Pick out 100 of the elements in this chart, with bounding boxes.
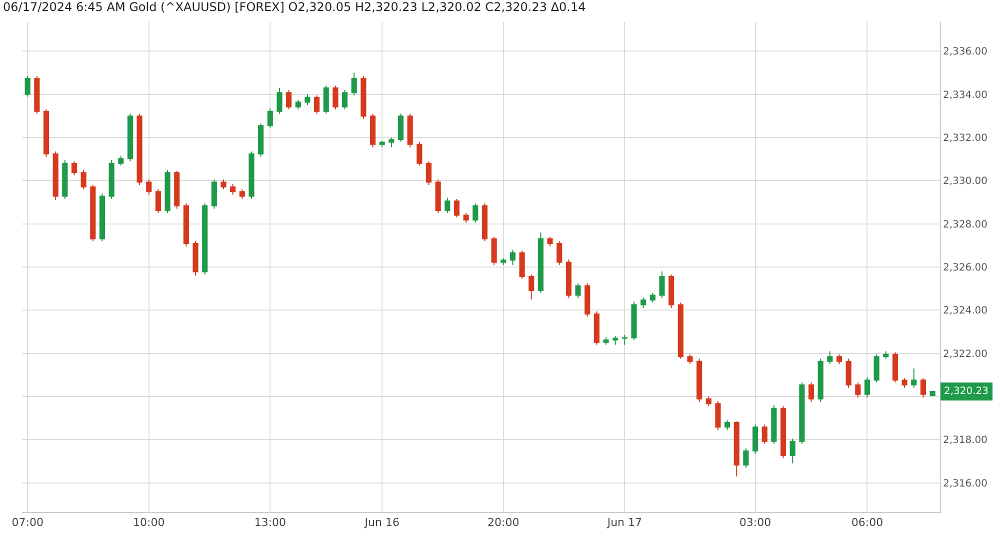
candlestick	[780, 406, 786, 459]
x-tick-label: 20:00	[488, 516, 520, 530]
candlestick	[500, 258, 506, 266]
candlestick	[510, 249, 516, 266]
candlestick	[258, 122, 264, 158]
candlestick	[220, 179, 226, 190]
candlestick	[248, 151, 254, 200]
candlestick	[52, 151, 58, 201]
candlestick	[267, 108, 273, 128]
candlestick	[444, 197, 450, 214]
candlestick	[230, 183, 236, 196]
candlestick	[846, 358, 852, 388]
y-tick-label: 2,322.00	[943, 348, 988, 360]
candlestick	[90, 184, 96, 242]
candlestick	[538, 232, 544, 294]
candlestick	[24, 75, 30, 97]
x-tick-label: Jun 17	[606, 516, 642, 530]
candlestick	[463, 212, 469, 224]
candlestick	[668, 274, 674, 309]
candlestick	[883, 350, 889, 360]
candlestick	[174, 170, 180, 210]
candlestick	[127, 113, 134, 162]
candlestick	[146, 179, 152, 196]
candlestick	[370, 113, 376, 148]
x-tick-label: 07:00	[12, 516, 44, 530]
chart-title: 06/17/2024 6:45 AM Gold (^XAUUSD) [FOREX] O2,320.05 H2,320.23 L2,320.02 C2,320.23 Δ0.14	[3, 0, 586, 14]
candlestick	[62, 160, 68, 200]
candlestick	[584, 282, 590, 318]
y-tick-label: 2,326.00	[943, 262, 988, 274]
candlestick	[920, 378, 926, 398]
candlestick	[696, 358, 702, 402]
candlestick	[631, 301, 637, 341]
candlestick	[323, 85, 329, 114]
x-tick-label: 13:00	[254, 516, 286, 530]
candlestick	[827, 350, 833, 365]
candlestick	[715, 400, 721, 430]
candlestick	[762, 424, 768, 444]
candlestick	[743, 448, 749, 468]
y-tick-label: 2,324.00	[943, 306, 988, 317]
x-tick-label: 03:00	[739, 516, 772, 530]
candlestick	[164, 169, 170, 214]
y-tick-label: 2,328.00	[943, 219, 988, 230]
candlestick	[426, 160, 432, 186]
candlestick	[556, 240, 562, 266]
candlestick	[911, 368, 917, 388]
x-tick-label: Jun 16	[364, 516, 400, 530]
candlestick	[659, 270, 665, 299]
candlestick	[799, 382, 805, 444]
candlestick	[566, 258, 572, 299]
candlestick	[80, 169, 86, 190]
candlestick	[454, 198, 460, 218]
candlestick	[43, 108, 50, 158]
y-tick-label: 2,336.00	[943, 46, 988, 58]
candlestick	[351, 72, 357, 96]
candlestick	[407, 113, 413, 148]
candlestick	[874, 354, 880, 383]
candlestick	[192, 240, 198, 276]
candlestick	[332, 85, 338, 110]
candlestick	[342, 90, 348, 110]
y-tick-label: 2,330.00	[943, 176, 988, 188]
candlestick	[724, 420, 730, 430]
candlestick	[435, 179, 441, 214]
candlestick	[360, 75, 366, 120]
candlestick	[640, 296, 646, 309]
candlestick	[136, 113, 142, 186]
candlestick	[603, 336, 609, 346]
candlestick	[286, 90, 292, 110]
candlestick	[211, 179, 217, 210]
y-tick-label: 2,334.00	[943, 90, 988, 101]
candlestick	[612, 336, 618, 346]
candlestick	[183, 202, 189, 247]
x-tick-label: 10:00	[133, 516, 165, 530]
candlestick	[34, 75, 40, 114]
candlestick	[575, 282, 581, 299]
candlestick	[687, 354, 693, 365]
text: 2,320.23	[944, 386, 989, 397]
y-tick-label: 2,332.00	[943, 132, 988, 144]
candlestick	[379, 140, 385, 148]
candlestick	[855, 382, 861, 398]
candlestick	[547, 236, 553, 247]
y-tick-label: 2,316.00	[943, 478, 988, 490]
x-tick-label: 06:00	[851, 516, 884, 530]
candlestick	[108, 160, 114, 200]
candlestick	[99, 193, 106, 242]
candlestick	[706, 396, 712, 407]
candlestick	[239, 188, 245, 200]
candlestick	[71, 160, 78, 176]
candlestick	[519, 250, 525, 280]
candlestick	[836, 354, 842, 365]
candlestick	[155, 188, 161, 214]
candlestick	[276, 87, 282, 114]
candlestick	[594, 310, 600, 346]
candlestick	[734, 420, 740, 477]
candlestick	[892, 352, 898, 383]
candlestick	[388, 136, 394, 148]
candlestick	[295, 99, 301, 110]
candlestick	[314, 94, 320, 114]
y-tick-label: 2,318.00	[943, 435, 988, 446]
candlestick	[622, 334, 628, 346]
candlestick	[304, 94, 310, 106]
